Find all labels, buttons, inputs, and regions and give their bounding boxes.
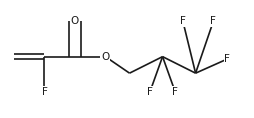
Text: F: F	[41, 87, 47, 97]
Text: F: F	[224, 54, 230, 64]
Text: O: O	[71, 16, 79, 26]
Text: F: F	[210, 16, 216, 26]
Text: F: F	[180, 16, 186, 26]
Text: F: F	[147, 87, 153, 97]
Text: O: O	[101, 52, 109, 62]
Text: F: F	[172, 87, 178, 97]
